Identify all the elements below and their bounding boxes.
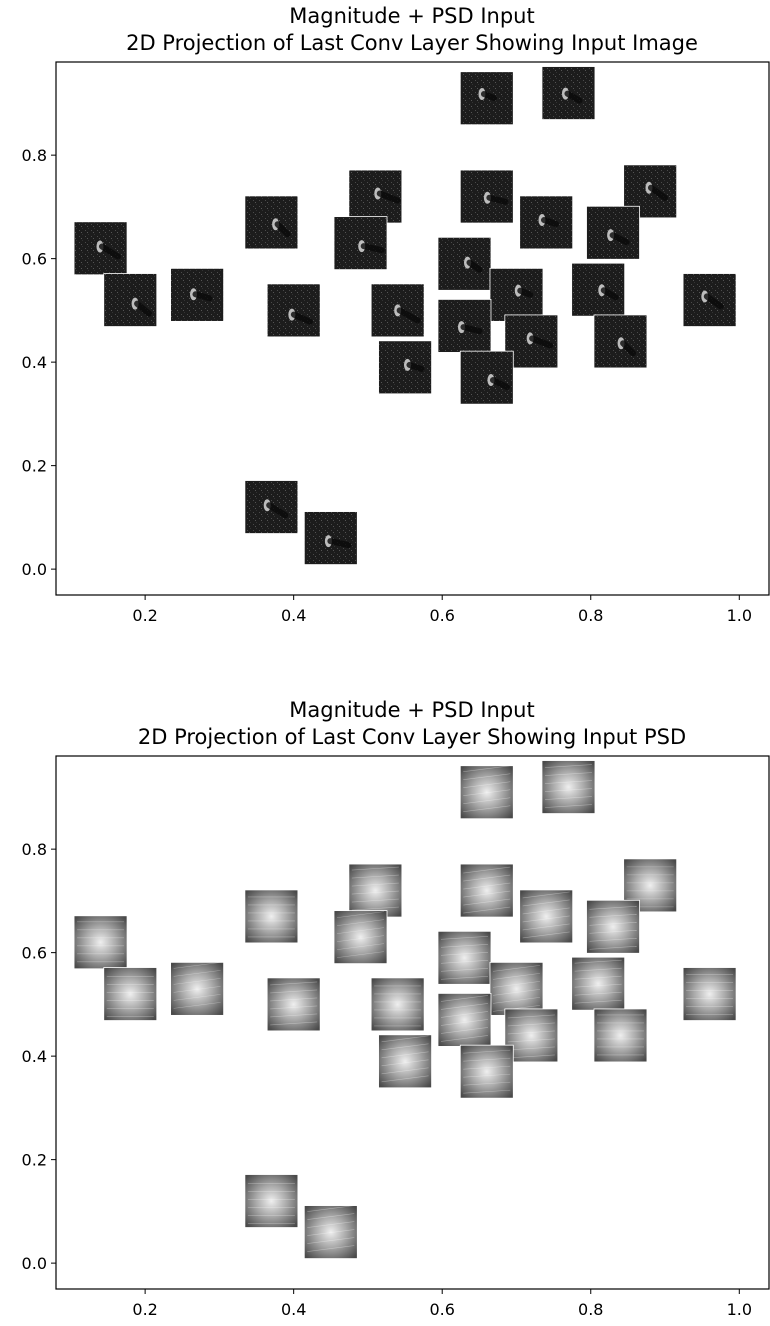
chart-2-plot-frame <box>55 755 770 1290</box>
thumbnail-point <box>586 899 640 954</box>
thumbnail-point <box>586 205 640 260</box>
x-tick-label: 0.8 <box>578 606 603 625</box>
thumbnail-point <box>303 511 358 565</box>
chart-2-thumbnails <box>73 760 737 1259</box>
thumbnail-point <box>437 299 492 353</box>
thumbnail-point <box>333 910 388 965</box>
x-tick-label: 0.4 <box>281 606 306 625</box>
thumbnail-point <box>303 1205 358 1259</box>
chart-2-axis-ticks: 0.2 0.4 0.6 0.8 1.0 0.0 0.2 0.4 0.6 0.8 <box>22 840 752 1319</box>
thumbnail-point <box>244 195 299 250</box>
chart-1-title: Magnitude + PSD Input <box>289 4 534 28</box>
thumbnail-point <box>348 169 403 224</box>
thumbnail-point <box>170 961 225 1016</box>
x-tick-label: 0.8 <box>578 1300 603 1319</box>
thumbnail-point <box>103 273 158 327</box>
thumbnail-point <box>593 1008 648 1063</box>
x-tick-label: 0.2 <box>132 1300 157 1319</box>
thumbnail-point <box>437 993 492 1047</box>
thumbnail-point <box>519 195 574 250</box>
y-tick-label: 0.8 <box>22 146 47 165</box>
thumbnail-point <box>682 273 737 327</box>
chart-1-plot-frame <box>55 61 770 596</box>
thumbnail-point <box>378 340 432 395</box>
thumbnail-point <box>459 71 514 126</box>
y-tick-label: 0.0 <box>22 560 47 579</box>
x-tick-label: 0.6 <box>429 1300 454 1319</box>
thumbnail-point <box>73 221 128 276</box>
thumbnail-point <box>571 956 626 1011</box>
y-tick-label: 0.0 <box>22 1254 47 1273</box>
x-tick-label: 0.2 <box>132 606 157 625</box>
chart-panel-2: Magnitude + PSD Input 2D Projection of L… <box>22 698 770 1319</box>
y-tick-label: 0.2 <box>22 1151 47 1170</box>
thumbnail-point <box>571 262 626 317</box>
y-tick-label: 0.6 <box>22 250 47 269</box>
thumbnail-point <box>459 1044 514 1099</box>
x-tick-label: 0.4 <box>281 1300 306 1319</box>
thumbnail-point <box>541 66 596 120</box>
y-tick-label: 0.4 <box>22 1047 47 1066</box>
thumbnail-point <box>489 267 544 322</box>
chart-2-title: Magnitude + PSD Input <box>289 698 534 722</box>
y-tick-label: 0.8 <box>22 840 47 859</box>
thumbnail-point <box>266 283 321 338</box>
thumbnail-point <box>370 283 425 338</box>
thumbnail-point <box>437 930 492 985</box>
thumbnail-point <box>244 889 299 944</box>
thumbnail-point <box>437 236 492 291</box>
thumbnail-point <box>489 961 544 1016</box>
chart-1-axis-ticks: 0.2 0.4 0.6 0.8 1.0 0.0 0.2 0.4 0.6 0.8 <box>22 146 752 625</box>
thumbnail-point <box>370 977 425 1032</box>
thumbnail-point <box>348 863 403 918</box>
x-tick-label: 1.0 <box>727 606 752 625</box>
thumbnail-point <box>459 765 514 820</box>
thumbnail-point <box>378 1034 432 1089</box>
thumbnail-point <box>266 977 321 1032</box>
y-tick-label: 0.4 <box>22 353 47 372</box>
thumbnail-point <box>459 350 514 405</box>
x-tick-label: 1.0 <box>727 1300 752 1319</box>
thumbnail-point <box>73 915 128 970</box>
thumbnail-point <box>459 863 514 918</box>
chart-2-subtitle: 2D Projection of Last Conv Layer Showing… <box>138 725 686 749</box>
thumbnail-point <box>244 480 299 534</box>
thumbnail-point <box>333 216 388 271</box>
thumbnail-point <box>244 1174 299 1228</box>
thumbnail-point <box>103 967 158 1021</box>
chart-1-subtitle: 2D Projection of Last Conv Layer Showing… <box>126 31 698 55</box>
thumbnail-point <box>682 967 737 1021</box>
chart-panel-1: Magnitude + PSD Input 2D Projection of L… <box>22 4 770 625</box>
thumbnail-point <box>593 314 648 369</box>
thumbnail-point <box>170 267 225 322</box>
x-tick-label: 0.6 <box>429 606 454 625</box>
y-tick-label: 0.6 <box>22 944 47 963</box>
thumbnail-point <box>519 889 574 944</box>
chart-1-thumbnails <box>73 66 737 565</box>
y-tick-label: 0.2 <box>22 457 47 476</box>
thumbnail-point <box>459 169 514 224</box>
thumbnail-point <box>541 760 596 814</box>
